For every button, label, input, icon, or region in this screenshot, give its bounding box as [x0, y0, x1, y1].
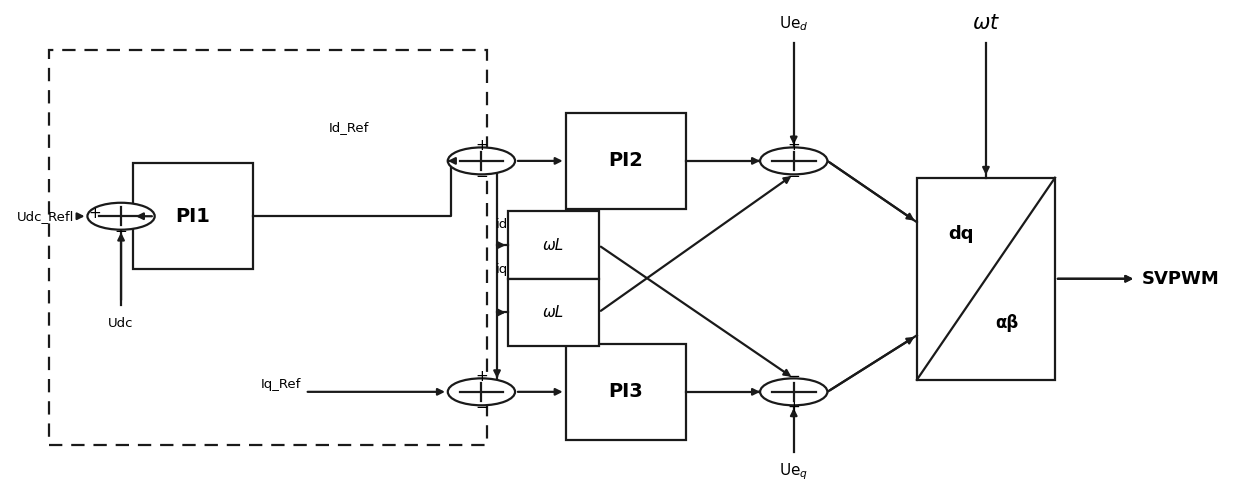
Text: −: −: [787, 169, 800, 184]
Text: +: +: [787, 400, 800, 415]
FancyBboxPatch shape: [916, 178, 1055, 380]
Text: Ue$_q$: Ue$_q$: [779, 462, 808, 482]
Circle shape: [88, 203, 155, 230]
Text: −: −: [114, 224, 128, 239]
Text: $\omega t$: $\omega t$: [972, 13, 1001, 33]
FancyBboxPatch shape: [565, 344, 686, 440]
Circle shape: [760, 378, 827, 405]
Text: +: +: [787, 139, 800, 153]
Text: +: +: [88, 206, 100, 221]
Text: iq: iq: [496, 263, 508, 276]
Text: id: id: [496, 218, 508, 231]
Text: dq: dq: [949, 225, 973, 244]
Text: +: +: [475, 139, 487, 153]
Circle shape: [448, 378, 515, 405]
Text: ωL: ωL: [543, 305, 564, 320]
Text: −: −: [475, 400, 487, 415]
Text: PI1: PI1: [176, 207, 211, 226]
Text: +: +: [475, 369, 487, 385]
Text: αβ: αβ: [994, 314, 1018, 332]
Text: PI3: PI3: [608, 382, 644, 401]
FancyBboxPatch shape: [508, 279, 599, 346]
Text: ωL: ωL: [543, 238, 564, 252]
FancyBboxPatch shape: [565, 113, 686, 209]
FancyBboxPatch shape: [508, 211, 599, 279]
Circle shape: [448, 148, 515, 174]
Circle shape: [760, 148, 827, 174]
Text: Id_Ref: Id_Ref: [329, 121, 370, 135]
Text: Udc: Udc: [108, 317, 134, 330]
Text: Udc_Refl: Udc_Refl: [16, 210, 74, 223]
Text: SVPWM: SVPWM: [1142, 270, 1220, 288]
Text: −: −: [787, 369, 800, 385]
Text: PI2: PI2: [608, 151, 644, 170]
Text: Ue$_d$: Ue$_d$: [779, 15, 808, 33]
FancyBboxPatch shape: [133, 163, 253, 269]
Text: −: −: [475, 169, 487, 184]
Text: Iq_Ref: Iq_Ref: [260, 378, 301, 391]
